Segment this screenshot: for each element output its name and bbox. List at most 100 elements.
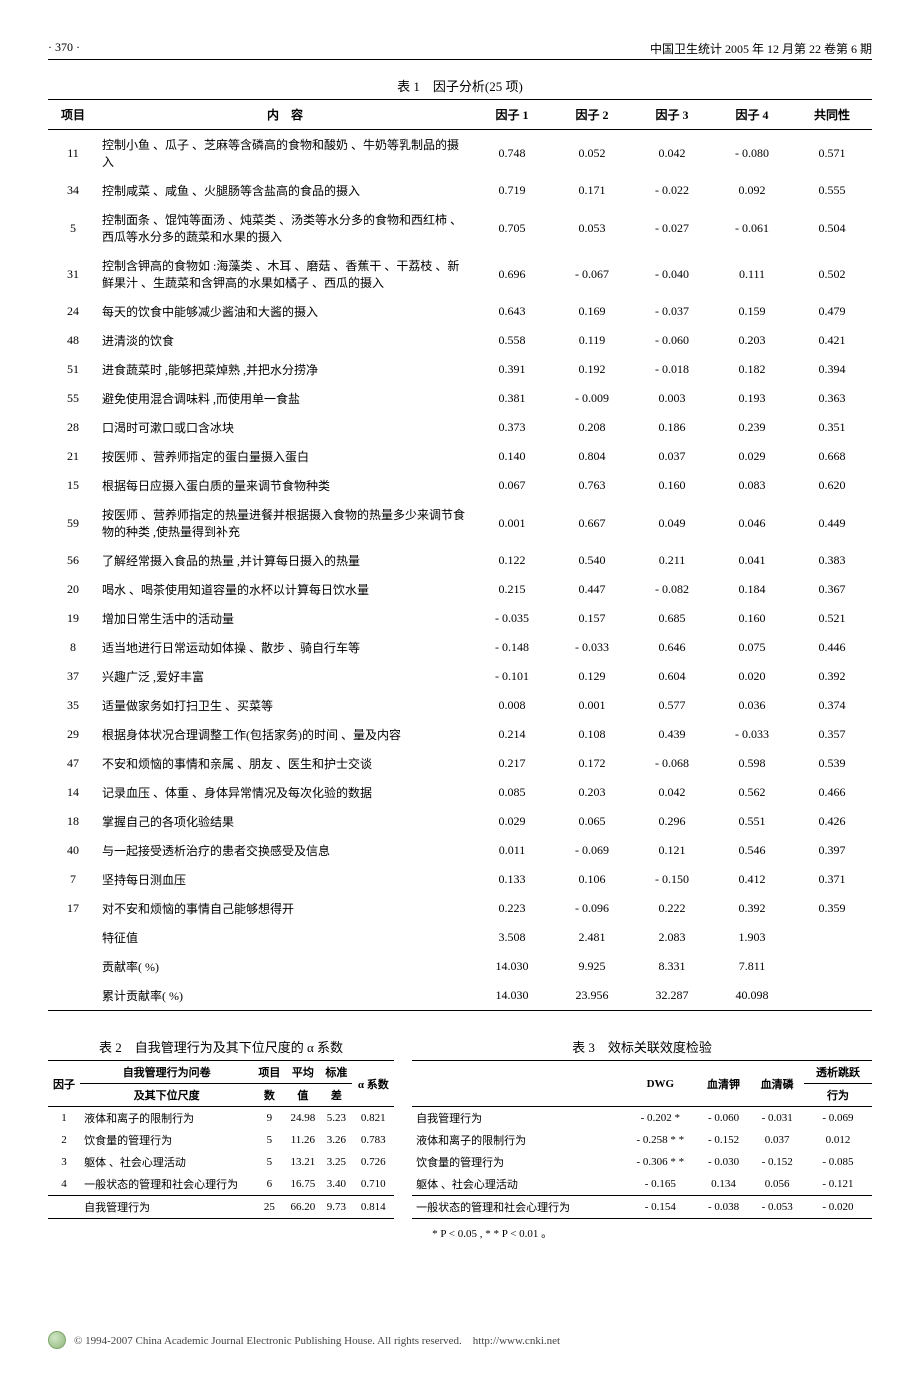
cell: - 0.040 [632,251,712,297]
cell: 9.73 [320,1196,352,1219]
t2-h-factor: 因子 [48,1061,80,1107]
cell: 控制面条 、馄饨等面汤 、炖菜类 、汤类等水分多的食物和西红柿 、西瓜等水分多的… [98,205,472,251]
cell: - 0.020 [804,1196,872,1219]
cell: 40.098 [712,981,792,1011]
cell: 每天的饮食中能够减少酱油和大酱的摄入 [98,297,472,326]
cell: - 0.152 [750,1151,804,1173]
cell: 0.012 [804,1129,872,1151]
cell: 0.412 [712,865,792,894]
cell: 按医师 、营养师指定的热量进餐并根据摄入食物的热量多少来调节食物的种类 ,使热量… [98,500,472,546]
t3-h-p: 血清磷 [750,1061,804,1107]
cell: 0.186 [632,413,712,442]
cell: 0.029 [472,807,552,836]
cell: 0.763 [552,471,632,500]
cell: 0.108 [552,720,632,749]
t2-h-items1: 项目 [253,1061,285,1084]
cell: - 0.148 [472,633,552,662]
cell: 适当地进行日常运动如体操 、散步 、骑自行车等 [98,633,472,662]
cell: 1.903 [712,923,792,952]
cell: 15 [48,471,98,500]
table1-col-content: 内 容 [98,100,472,130]
table-row: 18掌握自己的各项化验结果0.0290.0650.2960.5510.426 [48,807,872,836]
cell: 0.092 [712,176,792,205]
table-row: 5控制面条 、馄饨等面汤 、炖菜类 、汤类等水分多的食物和西红柿 、西瓜等水分多… [48,205,872,251]
cell: 0.065 [552,807,632,836]
cell: 56 [48,546,98,575]
cell: 0.067 [472,471,552,500]
cell: 0.042 [632,130,712,177]
cell: 0.029 [712,442,792,471]
cell: 0.383 [792,546,872,575]
cell: 55 [48,384,98,413]
cell: 与一起接受透析治疗的患者交换感受及信息 [98,836,472,865]
cell: 0.192 [552,355,632,384]
cell: 0.020 [712,662,792,691]
t2-h-scale2: 及其下位尺度 [80,1084,253,1107]
cell: 0.215 [472,575,552,604]
cell: 0.122 [472,546,552,575]
cell: 0.521 [792,604,872,633]
cell: 5 [253,1151,285,1173]
cell: 0.466 [792,778,872,807]
cell: 0.426 [792,807,872,836]
cell: 29 [48,720,98,749]
cell: 0.296 [632,807,712,836]
table1-col-f1: 因子 1 [472,100,552,130]
cell: 37 [48,662,98,691]
cell: 0.783 [352,1129,394,1151]
cell: 0.685 [632,604,712,633]
cell: 48 [48,326,98,355]
cell: - 0.154 [624,1196,697,1219]
cell: - 0.096 [552,894,632,923]
cell: 34 [48,176,98,205]
cell: 0.643 [472,297,552,326]
cell: 0.371 [792,865,872,894]
cell: 0.121 [632,836,712,865]
cell: 0.008 [472,691,552,720]
cell [48,1196,80,1219]
cell: 0.546 [712,836,792,865]
cell: 2 [48,1129,80,1151]
cell: 0.577 [632,691,712,720]
table-row: 躯体 、社会心理活动- 0.1650.1340.056- 0.121 [412,1173,872,1196]
cell: 0.359 [792,894,872,923]
table2-title: 表 2 自我管理行为及其下位尺度的 α 系数 [48,1037,394,1056]
cell: - 0.150 [632,865,712,894]
cell: 兴趣广泛 ,爱好丰富 [98,662,472,691]
cell: 24.98 [285,1107,320,1130]
table-row: 35适量做家务如打扫卫生 、买菜等0.0080.0010.5770.0360.3… [48,691,872,720]
table-row: 4一般状态的管理和社会心理行为616.753.400.710 [48,1173,394,1196]
cell: 0.555 [792,176,872,205]
summary-row: 累计贡献率( %)14.03023.95632.28740.098 [48,981,872,1011]
t3-h-dwg: DWG [624,1061,697,1107]
table-row: 48进清淡的饮食0.5580.119- 0.0600.2030.421 [48,326,872,355]
cell: 18 [48,807,98,836]
cell: 一般状态的管理和社会心理行为 [412,1196,624,1219]
cell: - 0.165 [624,1173,697,1196]
cell: 0.421 [792,326,872,355]
cell: - 0.037 [632,297,712,326]
cell: 0.171 [552,176,632,205]
table1-col-f3: 因子 3 [632,100,712,130]
table3-title: 表 3 效标关联效度检验 [412,1037,872,1056]
table1-header-row: 项目 内 容 因子 1 因子 2 因子 3 因子 4 共同性 [48,100,872,130]
cell: 0.172 [552,749,632,778]
cell: 0.106 [552,865,632,894]
t2-h-items2: 数 [253,1084,285,1107]
cell: - 0.080 [712,130,792,177]
cell: 0.502 [792,251,872,297]
cell: - 0.030 [697,1151,751,1173]
table1-col-comm: 共同性 [792,100,872,130]
cell: 0.539 [792,749,872,778]
cell: 0.056 [750,1173,804,1196]
cell: 7.811 [712,952,792,981]
cell: 掌握自己的各项化验结果 [98,807,472,836]
cell: 0.003 [632,384,712,413]
cell: 0.046 [712,500,792,546]
cell: - 0.033 [552,633,632,662]
table1-col-f4: 因子 4 [712,100,792,130]
cell: 躯体 、社会心理活动 [80,1151,253,1173]
cell: 记录血压 、体重 、身体异常情况及每次化验的数据 [98,778,472,807]
cell [792,923,872,952]
cell: 0.726 [352,1151,394,1173]
